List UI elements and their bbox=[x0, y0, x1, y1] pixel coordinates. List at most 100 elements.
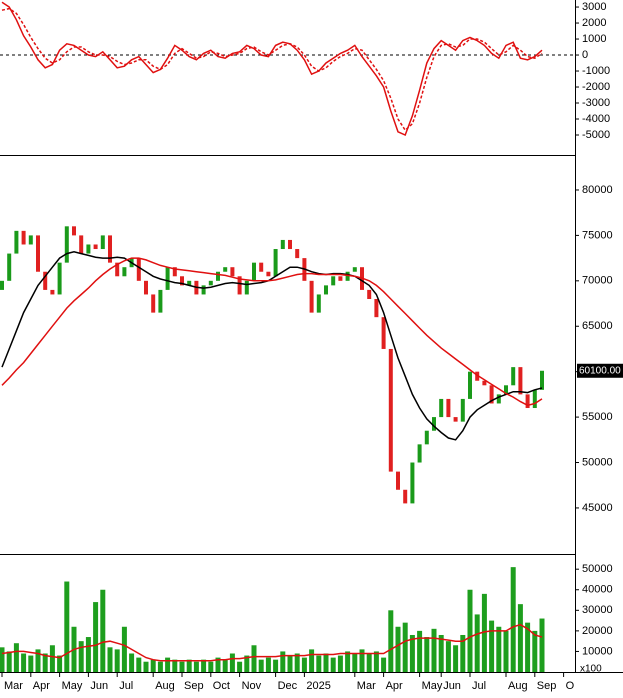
candle bbox=[28, 235, 33, 245]
candle bbox=[367, 289, 372, 299]
y-tick-label: 10000 bbox=[582, 645, 613, 657]
candle bbox=[172, 267, 177, 277]
candle bbox=[7, 253, 12, 281]
candle bbox=[266, 271, 271, 277]
volume-bar bbox=[21, 653, 27, 672]
y-tick-label: 40000 bbox=[582, 584, 613, 596]
volume-bar bbox=[431, 628, 437, 672]
volume-bar bbox=[64, 581, 70, 672]
volume-bar bbox=[402, 622, 408, 672]
candle bbox=[252, 262, 256, 281]
y-tick-label: 2000 bbox=[582, 17, 606, 29]
volume-bar bbox=[309, 649, 315, 672]
candle bbox=[403, 489, 408, 504]
candle bbox=[345, 271, 350, 281]
y-tick-label: 75000 bbox=[582, 229, 613, 241]
y-tick-label: 45000 bbox=[582, 502, 613, 514]
volume-bar bbox=[265, 657, 271, 672]
volume-bar bbox=[28, 655, 34, 672]
candle bbox=[216, 271, 220, 281]
line bbox=[1, 251, 543, 441]
x-tick-label: May bbox=[62, 680, 83, 692]
y-tick-label: 0 bbox=[582, 49, 588, 61]
x-tick-label: O bbox=[566, 680, 575, 692]
volume-bar bbox=[0, 647, 5, 672]
candle bbox=[244, 280, 249, 295]
volume-bar bbox=[78, 641, 84, 672]
y-tick-label: -3000 bbox=[582, 97, 610, 109]
y-tick-label: 1000 bbox=[582, 33, 606, 45]
volume-bar bbox=[330, 657, 336, 672]
candle bbox=[100, 235, 105, 250]
volume-bar bbox=[93, 602, 99, 672]
candle bbox=[475, 371, 480, 381]
candle bbox=[453, 417, 458, 422]
volume-bar bbox=[13, 643, 19, 672]
candle bbox=[165, 267, 170, 290]
candle bbox=[316, 294, 321, 313]
volume-bar bbox=[229, 653, 235, 672]
candle bbox=[230, 267, 235, 277]
volume-bar bbox=[352, 653, 358, 672]
volume-bar bbox=[42, 653, 48, 672]
candle bbox=[136, 258, 141, 281]
x-tick-label: Aug bbox=[155, 680, 175, 692]
candle bbox=[489, 385, 494, 404]
volume-bar bbox=[395, 626, 401, 672]
volume-bar bbox=[503, 630, 509, 672]
x-tick-label: 2025 bbox=[306, 680, 330, 692]
volume-bar bbox=[193, 661, 199, 672]
volume-bar bbox=[280, 651, 286, 672]
volume-bar bbox=[201, 659, 207, 672]
x-tick-label: Oct bbox=[213, 680, 230, 692]
volume-bar bbox=[525, 622, 531, 672]
last-price-label: 60100.00 bbox=[579, 365, 621, 376]
candle bbox=[187, 280, 192, 286]
line bbox=[1, 623, 543, 662]
candle bbox=[432, 417, 436, 431]
x-tick-label: Apr bbox=[33, 680, 50, 692]
volume-bar bbox=[85, 637, 91, 672]
volume-bar bbox=[244, 655, 250, 672]
y-tick-label: 55000 bbox=[582, 411, 613, 423]
volume-bar bbox=[143, 661, 149, 672]
volume-bar bbox=[35, 649, 41, 672]
candle bbox=[396, 471, 400, 490]
volume-bar bbox=[409, 634, 415, 672]
candle bbox=[64, 226, 69, 263]
candle bbox=[259, 262, 264, 272]
volume-bar bbox=[172, 659, 178, 672]
x-tick-label: May bbox=[422, 680, 443, 692]
volume-bar bbox=[481, 593, 487, 672]
volume-bar bbox=[532, 630, 538, 672]
volume-bar bbox=[49, 645, 55, 672]
y-tick-label: 30000 bbox=[582, 604, 613, 616]
candle bbox=[417, 444, 422, 463]
candle bbox=[151, 294, 156, 313]
y-tick-label: 20000 bbox=[582, 625, 613, 637]
candle bbox=[43, 271, 48, 290]
volume-bar bbox=[251, 645, 257, 672]
unit-label: x100 bbox=[580, 664, 602, 675]
candle bbox=[115, 262, 120, 277]
candle bbox=[208, 280, 213, 286]
candle bbox=[482, 380, 487, 386]
volume-bar bbox=[100, 589, 106, 672]
volume-bar bbox=[186, 659, 192, 672]
candle bbox=[72, 226, 76, 236]
volume-bar bbox=[496, 626, 502, 672]
volume-bar bbox=[222, 659, 228, 672]
volume-bar bbox=[323, 653, 329, 672]
x-tick-label: Apr bbox=[386, 680, 403, 692]
candle bbox=[309, 280, 314, 313]
volume-bar bbox=[136, 657, 142, 672]
volume-bar bbox=[237, 661, 243, 672]
candle bbox=[144, 280, 148, 295]
candle bbox=[468, 371, 472, 399]
candle bbox=[223, 267, 228, 272]
volume-bar bbox=[273, 659, 279, 672]
candle bbox=[460, 398, 465, 422]
volume-bar bbox=[381, 657, 387, 672]
volume-bar bbox=[294, 653, 300, 672]
